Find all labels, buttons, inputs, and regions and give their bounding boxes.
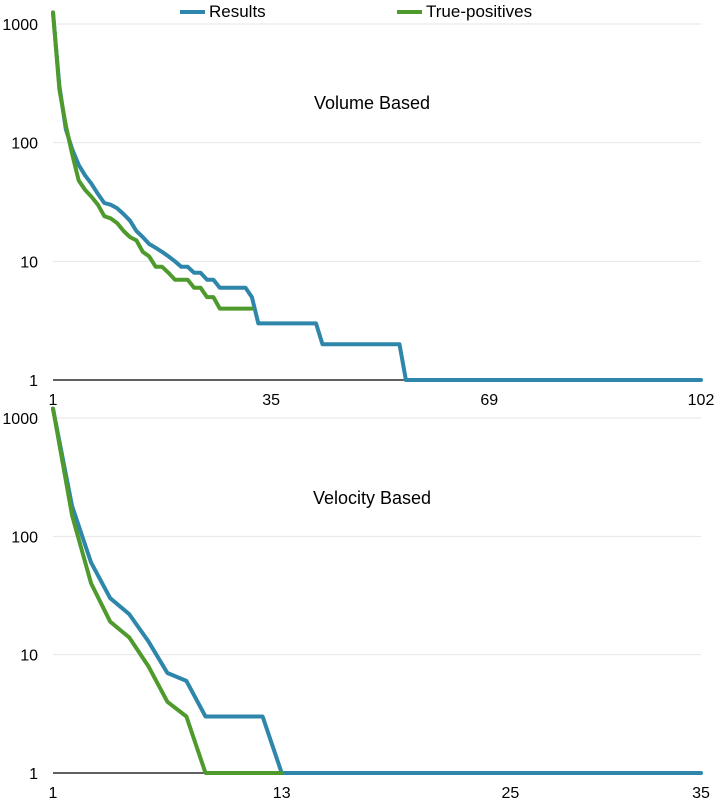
y-tick-label: 100 xyxy=(11,529,38,546)
x-tick-label: 1 xyxy=(49,785,58,800)
x-tick-label: 102 xyxy=(688,392,715,409)
series-line-results xyxy=(51,10,703,382)
chart-panel-1: 1 10 100 1000 1 35 69 102 Volume Based xyxy=(2,10,715,409)
series-line-true-positives xyxy=(51,10,254,311)
x-tick-label: 13 xyxy=(273,785,291,800)
series-line-true-positives xyxy=(51,406,284,775)
x-tick-label: 35 xyxy=(262,392,280,409)
y-tick-label: 100 xyxy=(11,136,38,153)
y-tick-label: 1000 xyxy=(2,17,38,34)
chart-title: Volume Based xyxy=(314,93,430,113)
y-tick-label: 1 xyxy=(29,766,38,783)
legend-label-true-positives: True-positives xyxy=(426,2,533,21)
legend-swatch-true-positives xyxy=(397,10,422,14)
x-tick-label: 35 xyxy=(692,785,710,800)
y-tick-label: 1 xyxy=(29,373,38,390)
y-tick-label: 10 xyxy=(20,254,38,271)
legend-item-results: Results xyxy=(180,2,266,22)
chart-panel-2: 1 10 100 1000 1 13 25 35 Velocity Based xyxy=(2,406,710,800)
legend-label-results: Results xyxy=(209,2,266,21)
chart-title: Velocity Based xyxy=(313,488,431,508)
legend: Results True-positives xyxy=(0,0,720,24)
legend-item-true-positives: True-positives xyxy=(397,2,532,22)
y-tick-label: 1000 xyxy=(2,411,38,428)
x-tick-label: 1 xyxy=(49,392,58,409)
x-tick-label: 69 xyxy=(480,392,498,409)
x-tick-label: 25 xyxy=(502,785,520,800)
series-line-results xyxy=(51,406,703,775)
y-tick-label: 10 xyxy=(20,648,38,665)
legend-swatch-results xyxy=(180,10,205,14)
